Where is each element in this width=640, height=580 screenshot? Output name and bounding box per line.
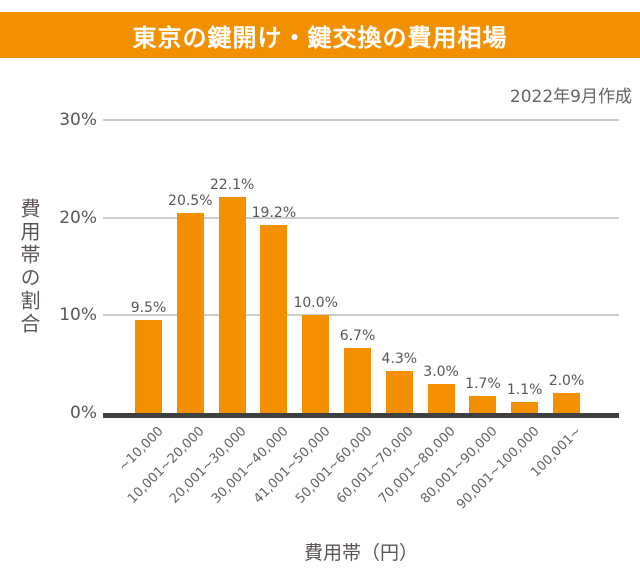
- bar-value-label: 4.3%: [381, 351, 418, 367]
- bar-value-label: 9.5%: [130, 300, 167, 317]
- creation-date: 2022年9月作成: [509, 87, 632, 107]
- bar: [302, 315, 330, 413]
- gridline: [103, 314, 619, 317]
- bar: [469, 396, 497, 413]
- x-axis-title: 費用帯（円）: [303, 542, 418, 564]
- x-axis-line: [103, 413, 619, 418]
- bar-value-label: 19.2%: [251, 205, 297, 222]
- bar: [218, 197, 246, 413]
- bar: [135, 320, 162, 413]
- bar-value-label: 6.7%: [339, 327, 376, 344]
- bar-value-label: 20.5%: [168, 192, 213, 209]
- bar-value-label: 10.0%: [293, 295, 338, 312]
- bar: [260, 225, 288, 413]
- title-banner: 東京の鍵開け・鍵交換の費用相場: [0, 12, 640, 58]
- gridline: [103, 216, 619, 219]
- y-tick-label: 20%: [59, 207, 97, 228]
- bar: [344, 347, 371, 413]
- chart-title: 東京の鍵開け・鍵交換の費用相場: [132, 23, 508, 52]
- bar: [553, 393, 580, 413]
- y-tick-label: 10%: [59, 305, 97, 326]
- bar-value-label: 3.0%: [423, 363, 459, 380]
- y-axis-title: 費用帯の割合: [17, 198, 41, 336]
- y-tick-label: 30%: [59, 110, 97, 130]
- bar-value-label: 2.0%: [548, 373, 585, 390]
- y-tick-label: 0%: [70, 403, 97, 423]
- bar: [385, 371, 413, 413]
- bar: [176, 212, 204, 413]
- bar-value-label: 1.1%: [506, 382, 543, 399]
- bar: [427, 383, 455, 413]
- bar-value-label: 22.1%: [209, 177, 255, 194]
- gridline: [103, 119, 619, 121]
- bar: [511, 402, 539, 413]
- bar-value-label: 1.7%: [465, 376, 501, 393]
